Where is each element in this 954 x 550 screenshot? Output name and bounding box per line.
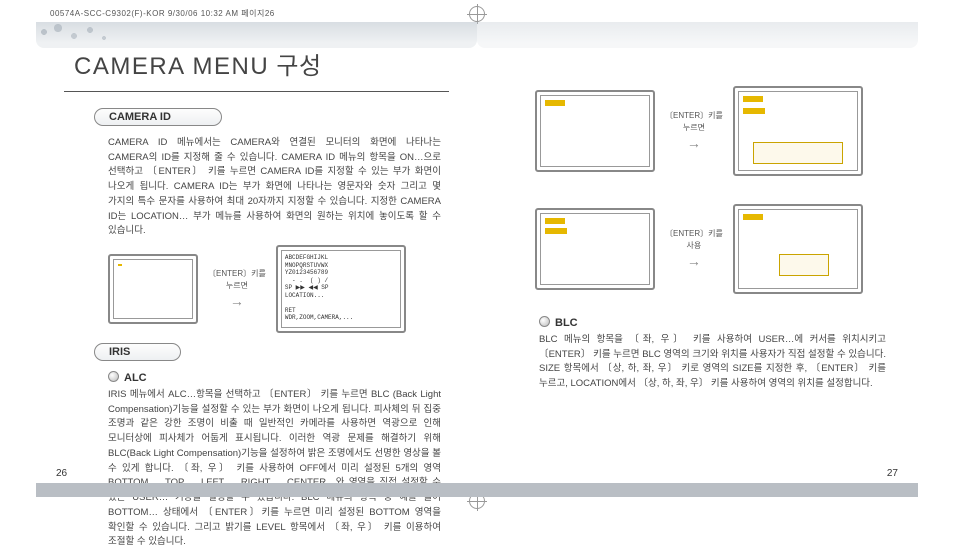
page-left: CAMERA MENU 구성 CAMERA ID CAMERA ID 메뉴에서는…: [36, 22, 477, 497]
banner-right: [477, 22, 918, 48]
page-right: 〔ENTER〕키를 누르면 → 〔ENTE: [477, 22, 918, 497]
page-number-right: 27: [887, 468, 898, 479]
monitor-char-grid: ABCDEFGHIJKL MNOPQRSTUVWX YZ0123456789 -…: [282, 251, 400, 325]
arrow-group-r2: 〔ENTER〕키를 사용 →: [665, 229, 723, 268]
droplet-decoration: [36, 22, 116, 48]
title-suffix: 구성: [276, 53, 321, 80]
monitor-r2-right: [733, 204, 863, 294]
sub-blc: BLC: [539, 316, 890, 329]
section-camera-id: CAMERA ID: [94, 108, 222, 126]
monitor-before-1: [108, 254, 198, 324]
blc-body: BLC 메뉴의 항목을 〔좌, 우〕 키를 사용하여 USER…에 커서를 위치…: [539, 333, 886, 392]
page-number-left: 26: [56, 468, 67, 479]
registration-mark-top: [467, 4, 487, 24]
bottom-band-right: [477, 483, 918, 497]
arrow-group-1: 〔ENTER〕키를 누르면 →: [208, 269, 266, 308]
bottom-band-left: [36, 483, 477, 497]
title-divider: [64, 91, 449, 92]
doc-header-slug: 00574A-SCC-C9302(F)-KOR 9/30/06 10:32 AM…: [50, 8, 275, 19]
arrow-label-r1a: 〔ENTER〕키를: [665, 111, 723, 121]
page-title: CAMERA MENU 구성: [74, 46, 449, 81]
arrow-label-r1b: 누르면: [683, 123, 705, 133]
arrow-right-icon: →: [230, 293, 244, 309]
sub-alc: ALC: [108, 371, 449, 384]
arrow-right-icon: →: [687, 253, 701, 269]
monitor-r2-left: [535, 208, 655, 290]
monitor-r1-right: [733, 86, 863, 176]
arrow-label-1b: 누르면: [226, 281, 248, 291]
spread: CAMERA MENU 구성 CAMERA ID CAMERA ID 메뉴에서는…: [36, 22, 918, 497]
title-main: CAMERA MENU: [74, 53, 269, 80]
arrow-label-r2b: 사용: [687, 241, 702, 251]
arrow-right-icon: →: [687, 135, 701, 151]
monitor-r1-left: [535, 90, 655, 172]
arrow-group-r1: 〔ENTER〕키를 누르면 →: [665, 111, 723, 150]
camera-id-body: CAMERA ID 메뉴에서는 CAMERA와 연결된 모니터의 화면에 나타나…: [108, 136, 441, 239]
camera-id-diagram: 〔ENTER〕키를 누르면 → ABCDEFGHIJKL MNOPQRSTUVW…: [108, 245, 449, 333]
blc-diagram-2: 〔ENTER〕키를 사용 →: [535, 204, 890, 294]
alc-body: IRIS 메뉴에서 ALC…항목을 선택하고 〔ENTER〕 키를 누르면 BL…: [108, 388, 441, 550]
blc-diagram-1: 〔ENTER〕키를 누르면 →: [535, 86, 890, 176]
arrow-label-1a: 〔ENTER〕키를: [208, 269, 266, 279]
monitor-after-1: ABCDEFGHIJKL MNOPQRSTUVWX YZ0123456789 -…: [276, 245, 406, 333]
arrow-label-r2a: 〔ENTER〕키를: [665, 229, 723, 239]
section-iris: IRIS: [94, 343, 181, 361]
